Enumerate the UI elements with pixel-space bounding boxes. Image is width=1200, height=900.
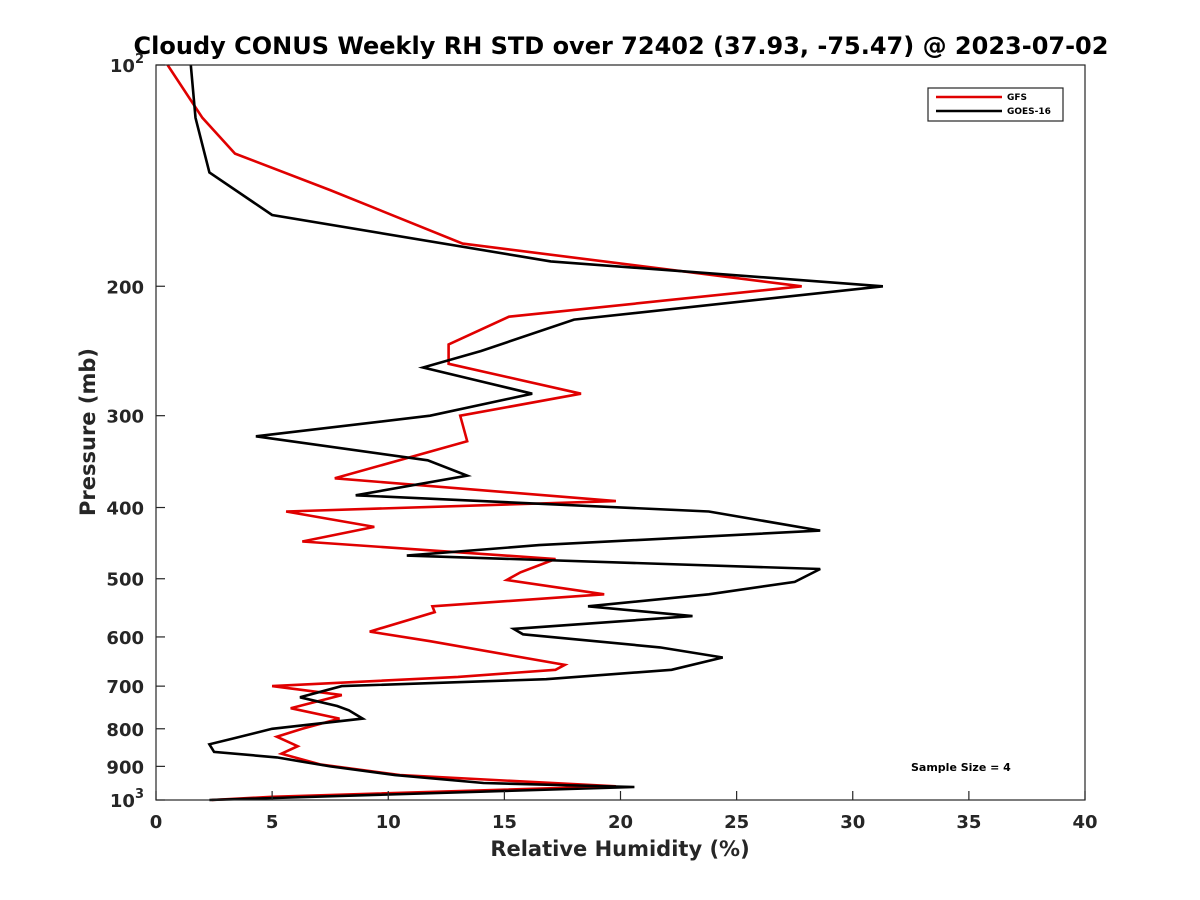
y-tick-label: 103 xyxy=(110,787,144,812)
y-tick-label: 800 xyxy=(106,720,144,741)
y-tick-label: 300 xyxy=(106,407,144,428)
y-tick-label: 200 xyxy=(106,277,144,298)
x-tick-label: 0 xyxy=(150,812,163,833)
legend-box xyxy=(927,87,1064,122)
x-tick-label: 20 xyxy=(608,812,633,833)
y-axis: 102 200 300 400 500 600 700 800 900 103 xyxy=(106,52,165,812)
y-axis-label: Pressure (mb) xyxy=(76,348,100,516)
chart-title: Cloudy CONUS Weekly RH STD over 72402 (3… xyxy=(134,32,1109,60)
series-line-goes16 xyxy=(189,64,884,802)
y-tick-label: 600 xyxy=(106,628,144,649)
y-tick-label: 500 xyxy=(106,570,144,591)
x-tick-label: 5 xyxy=(266,812,279,833)
series-layer xyxy=(166,64,884,802)
x-tick-label: 25 xyxy=(724,812,749,833)
x-tick-label: 10 xyxy=(376,812,401,833)
sample-size-annotation: Sample Size = 4 xyxy=(911,761,1011,774)
plot-background xyxy=(156,65,1085,800)
x-axis-label: Relative Humidity (%) xyxy=(490,837,749,861)
x-tick-label: 40 xyxy=(1072,812,1097,833)
series-line-gfs xyxy=(166,64,802,802)
plot-area xyxy=(155,64,1086,802)
x-tick-label: 30 xyxy=(840,812,865,833)
y-tick-label: 400 xyxy=(106,499,144,520)
x-tick-label: 15 xyxy=(492,812,517,833)
y-tick-label: 700 xyxy=(106,677,144,698)
legend-label-gfs: GFS xyxy=(1007,93,1027,103)
y-tick-label: 900 xyxy=(106,757,144,778)
x-tick-label: 35 xyxy=(956,812,981,833)
x-axis: 0 5 10 15 20 25 30 35 40 xyxy=(150,791,1098,833)
legend: GFS GOES-16 xyxy=(927,87,1064,122)
legend-label-goes16: GOES-16 xyxy=(1007,107,1051,117)
y-tick-label: 102 xyxy=(110,52,144,77)
